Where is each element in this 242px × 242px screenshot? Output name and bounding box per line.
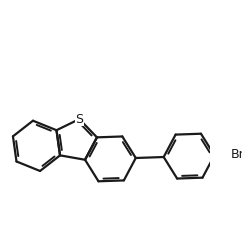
Text: Br: Br <box>230 148 242 161</box>
Text: S: S <box>75 113 83 126</box>
